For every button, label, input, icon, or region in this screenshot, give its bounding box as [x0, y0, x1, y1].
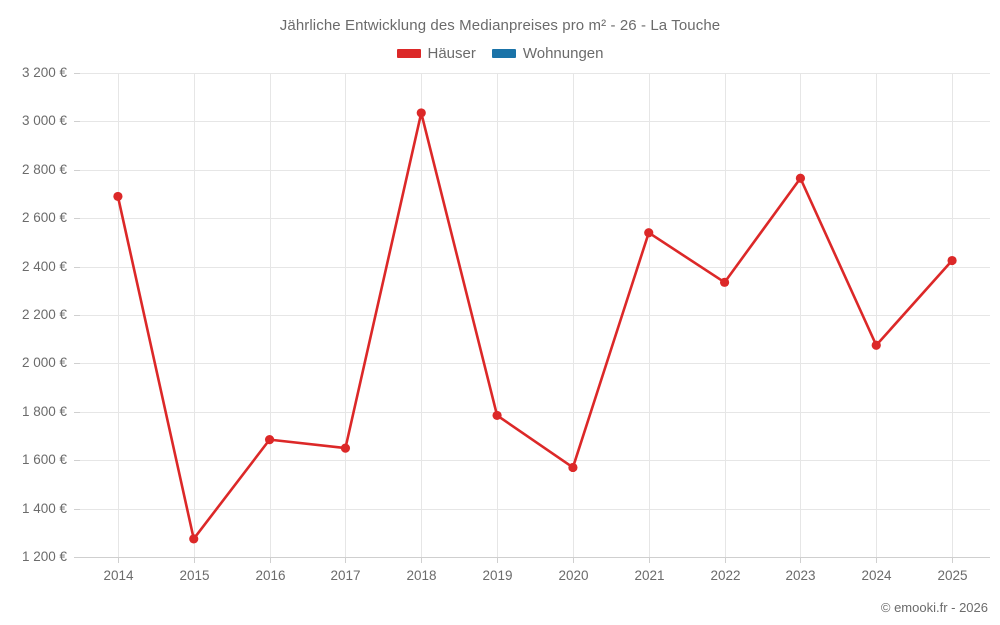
data-point-häuser[interactable]	[264, 435, 275, 445]
data-point-häuser[interactable]	[644, 228, 654, 238]
data-point-häuser[interactable]	[492, 410, 502, 421]
y-axis-label: 2 000 €	[22, 355, 68, 370]
data-point-häuser[interactable]	[795, 173, 806, 183]
y-axis-label: 2 200 €	[22, 307, 68, 322]
legend-swatch-icon	[491, 49, 516, 58]
legend-label: Häuser	[427, 45, 476, 62]
x-axis-label: 2021	[634, 568, 664, 583]
x-axis-label: 2018	[406, 568, 436, 583]
x-axis-label: 2022	[710, 568, 740, 583]
x-axis-label: 2024	[861, 568, 892, 583]
x-axis-label: 2015	[179, 568, 209, 583]
y-axis-label: 1 800 €	[22, 404, 68, 419]
x-axis-label: 2016	[255, 568, 285, 583]
legend-swatch-icon	[396, 49, 421, 58]
data-point-häuser[interactable]	[416, 108, 426, 118]
y-axis-label: 3 000 €	[22, 113, 68, 128]
y-axis-label: 1 200 €	[22, 549, 68, 564]
y-axis-label: 2 800 €	[22, 162, 68, 177]
data-point-häuser[interactable]	[719, 277, 730, 287]
data-point-häuser[interactable]	[340, 443, 351, 453]
data-point-häuser[interactable]	[947, 255, 957, 266]
legend-item-häuser[interactable]: Häuser	[396, 45, 476, 62]
x-axis-label: 2020	[558, 568, 588, 583]
x-axis-label: 2019	[482, 568, 512, 583]
legend-label: Wohnungen	[522, 45, 604, 62]
y-axis-label: 2 400 €	[22, 259, 68, 274]
x-axis-label: 2014	[103, 568, 134, 583]
chart-title: Jährliche Entwicklung des Medianpreises …	[279, 17, 721, 34]
copyright-credit: © emooki.fr - 2026	[880, 600, 988, 615]
data-point-häuser[interactable]	[113, 191, 123, 202]
legend-item-wohnungen[interactable]: Wohnungen	[491, 45, 604, 62]
y-axis-label: 1 400 €	[22, 501, 68, 516]
data-point-häuser[interactable]	[871, 340, 881, 350]
y-axis-label: 1 600 €	[22, 452, 68, 467]
data-point-häuser[interactable]	[568, 462, 578, 473]
x-axis-label: 2017	[330, 568, 360, 583]
y-axis-label: 2 600 €	[22, 210, 68, 225]
x-axis-label: 2023	[785, 568, 815, 583]
x-axis-label: 2025	[937, 568, 967, 583]
chart-legend: Häuser Wohnungen	[0, 45, 1000, 62]
data-point-häuser[interactable]	[189, 534, 199, 544]
y-axis-label: 3 200 €	[22, 65, 68, 80]
series-line-häuser	[116, 111, 954, 541]
